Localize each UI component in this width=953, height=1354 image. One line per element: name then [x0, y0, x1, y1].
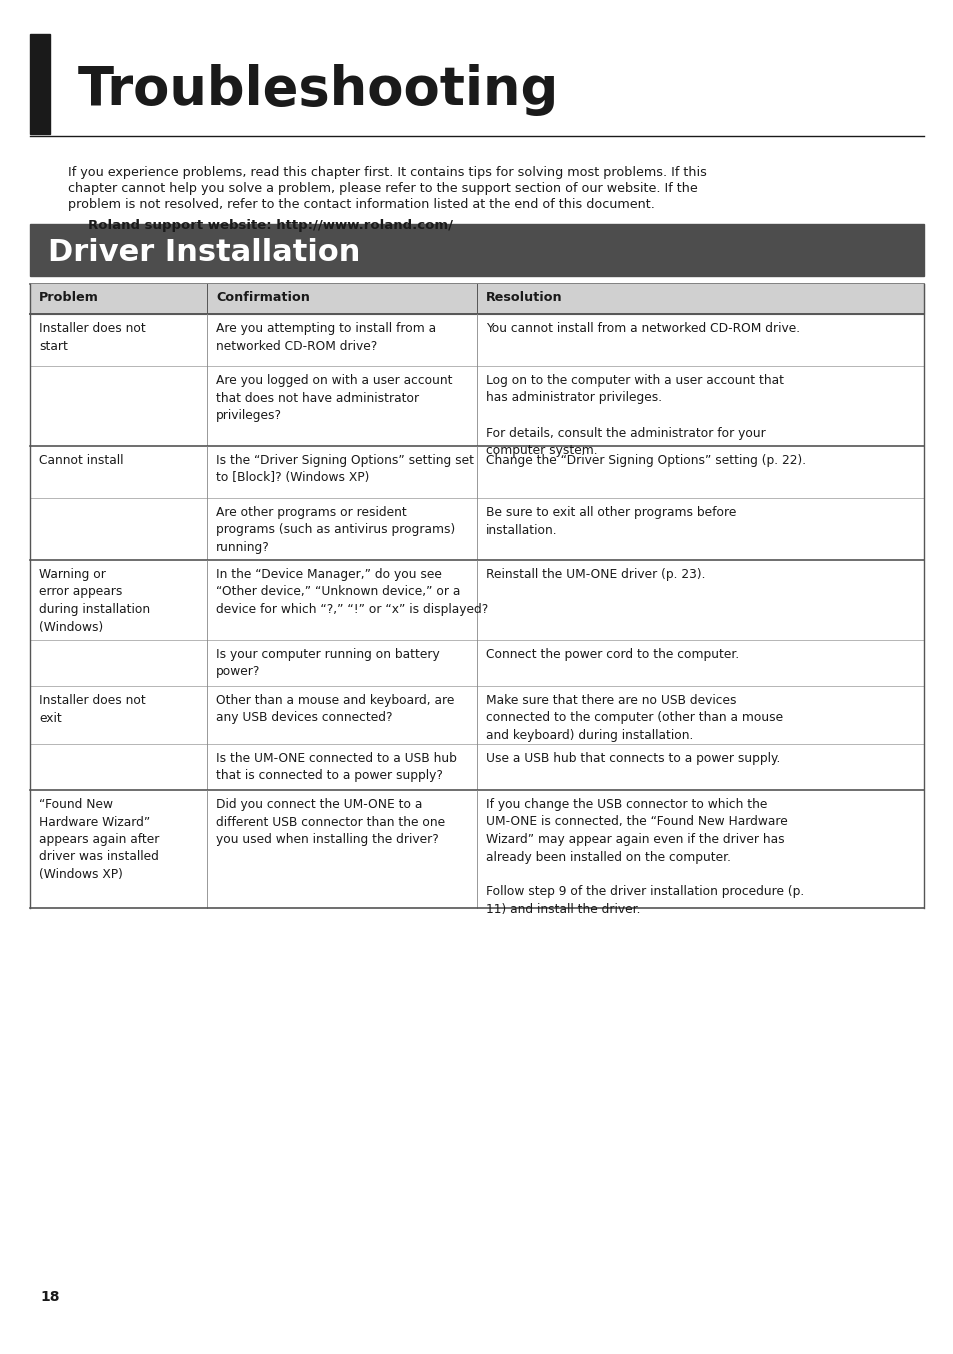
Bar — [30, 366, 923, 445]
Text: Roland support website: http://www.roland.com/: Roland support website: http://www.rolan… — [88, 219, 453, 232]
Text: Reinstall the UM-ONE driver (p. 23).: Reinstall the UM-ONE driver (p. 23). — [485, 567, 705, 581]
Text: 18: 18 — [40, 1290, 59, 1304]
Text: “Found New
Hardware Wizard”
appears again after
driver was installed
(Windows XP: “Found New Hardware Wizard” appears agai… — [39, 798, 159, 881]
Bar — [30, 686, 923, 743]
Text: Make sure that there are no USB devices
connected to the computer (other than a : Make sure that there are no USB devices … — [485, 695, 782, 742]
Bar — [30, 284, 923, 314]
Text: Warning or
error appears
during installation
(Windows): Warning or error appears during installa… — [39, 567, 150, 634]
Text: Are other programs or resident
programs (such as antivirus programs)
running?: Are other programs or resident programs … — [215, 506, 455, 554]
Text: Connect the power cord to the computer.: Connect the power cord to the computer. — [485, 649, 739, 661]
Text: Be sure to exit all other programs before
installation.: Be sure to exit all other programs befor… — [485, 506, 736, 536]
Bar — [30, 789, 923, 909]
Bar — [30, 223, 923, 276]
Text: Resolution: Resolution — [485, 291, 562, 305]
Text: Installer does not
start: Installer does not start — [39, 322, 146, 352]
Text: chapter cannot help you solve a problem, please refer to the support section of : chapter cannot help you solve a problem,… — [68, 181, 697, 195]
Text: Log on to the computer with a user account that
has administrator privileges.

F: Log on to the computer with a user accou… — [485, 374, 783, 458]
Text: Are you attempting to install from a
networked CD-ROM drive?: Are you attempting to install from a net… — [215, 322, 436, 352]
Text: Installer does not
exit: Installer does not exit — [39, 695, 146, 724]
Bar — [30, 743, 923, 789]
Text: Cannot install: Cannot install — [39, 454, 123, 467]
Text: problem is not resolved, refer to the contact information listed at the end of t: problem is not resolved, refer to the co… — [68, 198, 654, 211]
Text: Troubleshooting: Troubleshooting — [78, 64, 558, 116]
Text: Is your computer running on battery
power?: Is your computer running on battery powe… — [215, 649, 439, 678]
Text: Other than a mouse and keyboard, are
any USB devices connected?: Other than a mouse and keyboard, are any… — [215, 695, 454, 724]
Bar — [30, 34, 50, 134]
Text: Driver Installation: Driver Installation — [48, 238, 360, 267]
Text: Confirmation: Confirmation — [215, 291, 310, 305]
Bar — [30, 640, 923, 686]
Text: You cannot install from a networked CD-ROM drive.: You cannot install from a networked CD-R… — [485, 322, 800, 334]
Text: Change the “Driver Signing Options” setting (p. 22).: Change the “Driver Signing Options” sett… — [485, 454, 805, 467]
Text: Did you connect the UM-ONE to a
different USB connector than the one
you used wh: Did you connect the UM-ONE to a differen… — [215, 798, 445, 846]
Bar — [30, 498, 923, 561]
Text: Are you logged on with a user account
that does not have administrator
privilege: Are you logged on with a user account th… — [215, 374, 452, 422]
Text: If you change the USB connector to which the
UM-ONE is connected, the “Found New: If you change the USB connector to which… — [485, 798, 803, 917]
Bar — [30, 314, 923, 366]
Bar — [30, 561, 923, 640]
Text: Use a USB hub that connects to a power supply.: Use a USB hub that connects to a power s… — [485, 751, 780, 765]
Text: Is the “Driver Signing Options” setting set
to [Block]? (Windows XP): Is the “Driver Signing Options” setting … — [215, 454, 474, 485]
Text: If you experience problems, read this chapter first. It contains tips for solvin: If you experience problems, read this ch… — [68, 167, 706, 179]
Text: Is the UM-ONE connected to a USB hub
that is connected to a power supply?: Is the UM-ONE connected to a USB hub tha… — [215, 751, 456, 783]
Text: In the “Device Manager,” do you see
“Other device,” “Unknown device,” or a
devic: In the “Device Manager,” do you see “Oth… — [215, 567, 488, 616]
Bar — [30, 445, 923, 498]
Text: Problem: Problem — [39, 291, 99, 305]
